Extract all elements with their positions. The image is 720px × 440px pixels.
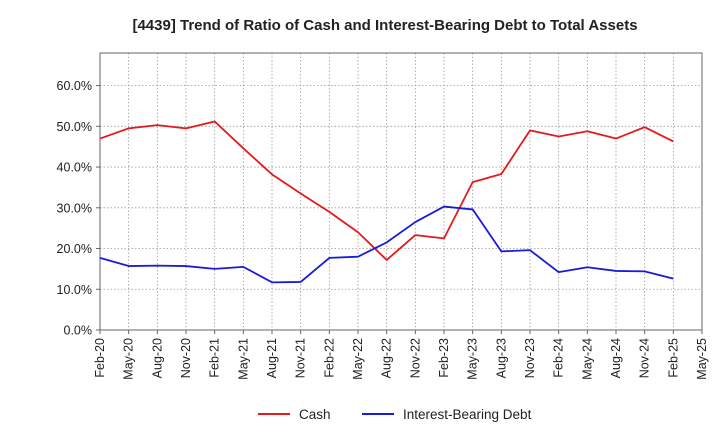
x-tick-label: Aug-23: [494, 338, 508, 378]
x-tick-label: Aug-20: [150, 338, 164, 378]
x-tick-label: May-25: [695, 338, 709, 380]
series-line-interest-bearing-debt: [99, 205, 674, 284]
series-line-cash: [99, 120, 674, 261]
x-tick-label: Nov-20: [179, 338, 193, 378]
x-tick-label: Feb-22: [322, 338, 336, 378]
y-tick-label: 30.0%: [57, 201, 92, 215]
x-tick-label: May-20: [122, 338, 136, 380]
series-layer: [99, 120, 674, 284]
x-tick-label: Feb-25: [666, 338, 680, 378]
plot-area-border: [99, 52, 703, 331]
x-tick-label: Nov-21: [294, 338, 308, 378]
grid: [99, 53, 703, 331]
x-tick-label: Aug-21: [265, 338, 279, 378]
x-tick-label: Aug-22: [380, 338, 394, 378]
x-tick-label: Feb-21: [208, 338, 222, 378]
legend-label-interest-bearing-debt: Interest-Bearing Debt: [403, 407, 532, 422]
x-tick-label: May-24: [580, 338, 594, 380]
legend-label-cash: Cash: [299, 407, 331, 422]
x-tick-label: May-22: [351, 338, 365, 380]
y-tick-label: 40.0%: [57, 161, 92, 175]
x-tick-label: Nov-23: [523, 338, 537, 378]
x-tick-label: May-23: [466, 338, 480, 380]
x-tick-label: Nov-24: [638, 338, 652, 378]
x-tick-label: Nov-22: [408, 338, 422, 378]
x-tick-label: Aug-24: [609, 338, 623, 378]
y-tick-label: 0.0%: [64, 324, 93, 338]
x-tick-label: May-21: [236, 338, 250, 380]
x-axis: Feb-20 May-20 Aug-20 Nov-20 Feb-21 May-21 Aug-…: [93, 330, 709, 380]
y-axis: 0.0% 10.0% 20.0% 30.0% 40.0% 50.0% 60.0%: [57, 79, 100, 338]
y-tick-label: 10.0%: [57, 283, 92, 297]
legend: Cash Interest-Bearing Debt: [258, 407, 532, 422]
x-tick-label: Feb-24: [552, 338, 566, 378]
y-tick-label: 60.0%: [57, 79, 92, 93]
chart-title: [4439] Trend of Ratio of Cash and Intere…: [132, 17, 637, 34]
x-tick-label: Feb-23: [437, 338, 451, 378]
y-tick-label: 50.0%: [57, 120, 92, 134]
x-tick-label: Feb-20: [93, 338, 107, 378]
y-tick-label: 20.0%: [57, 242, 92, 256]
